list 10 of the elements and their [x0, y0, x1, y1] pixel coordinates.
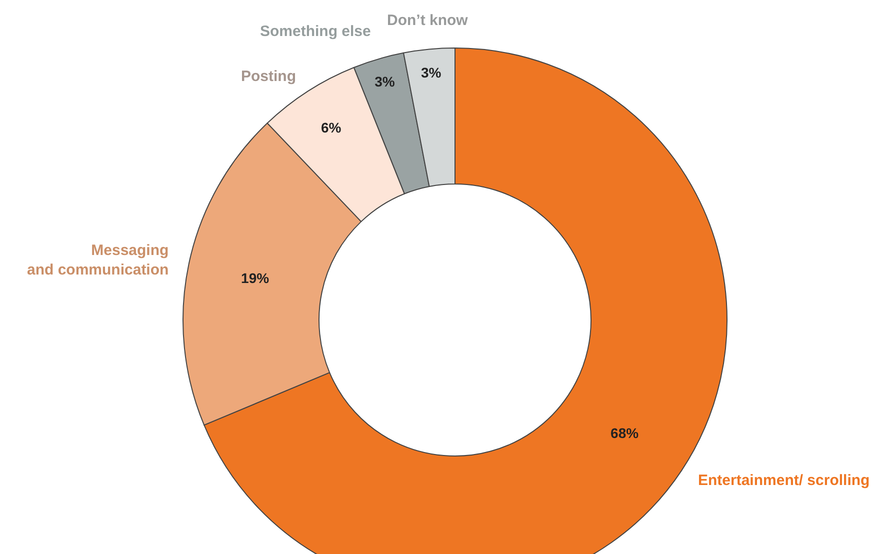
- data-label: 3%: [420, 64, 442, 81]
- slice-label: Messaging and communication: [27, 242, 169, 278]
- slice-label: Entertainment/ scrolling: [698, 472, 870, 489]
- data-label: 3%: [374, 74, 396, 90]
- slice-label: Posting: [241, 68, 296, 85]
- data-label: 6%: [320, 120, 342, 136]
- slice-label: Something else: [260, 23, 371, 40]
- data-label: 68%: [610, 425, 640, 441]
- slice-label: Don’t know: [387, 12, 468, 29]
- data-label: 19%: [241, 270, 270, 286]
